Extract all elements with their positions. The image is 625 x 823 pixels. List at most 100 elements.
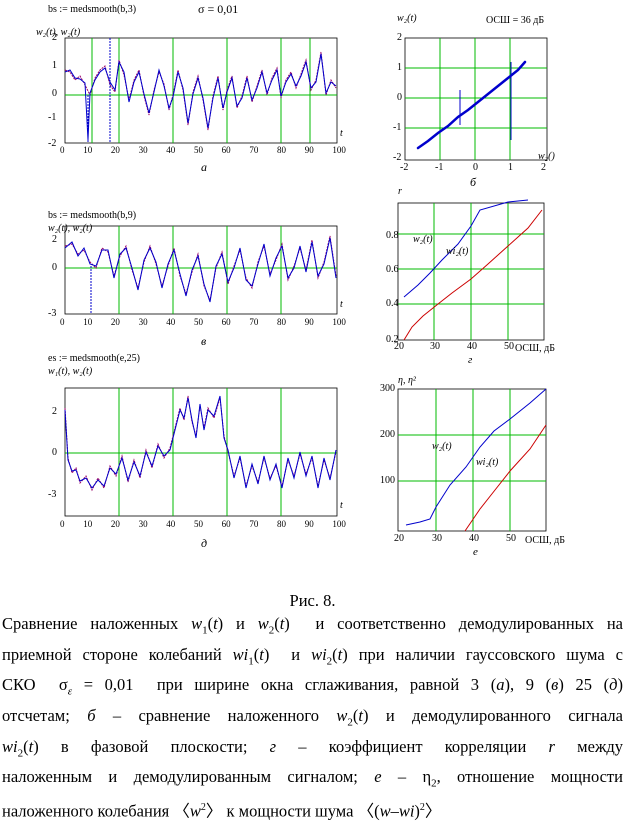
panel-e-ytick-2: -3 [48,489,57,500]
panel-e-xtick: 30 [138,519,148,529]
panel-a-xtick: 40 [166,145,176,155]
panel-f-line-blue [405,388,547,526]
panel-e-ytick-1: 0 [52,447,57,458]
panel-d-ytick-1: 0.8 [386,230,399,241]
panel-c-ytick-0: 2 [52,234,57,245]
panel-a-ytick-0: 2 [52,32,57,43]
panel-f-line-red [464,424,547,532]
panel-e-xtick: 90 [304,519,314,529]
panel-e-xlabel: t [340,500,343,511]
panel-b-snr: ОСШ = 36 дБ [486,15,545,26]
panel-a-xtick: 20 [110,145,120,155]
panel-c-xtick: 30 [138,317,148,327]
panel-e-formula: es := medsmooth(e,25) [48,353,141,364]
panel-f-xtick-2: 40 [469,533,479,544]
panel-a-frame [64,37,338,144]
panel-a-xtick: 60 [221,145,231,155]
panel-a-xlabel: t [340,128,343,139]
panel-d-plot [397,199,545,341]
panel-c-xtick: 50 [193,317,203,327]
panel-c-xtick: 60 [221,317,231,327]
panel-d-xlabel: ОСШ, дБ [515,343,555,354]
panel-a-ylabel: w₂(t), w₂(t) [36,27,81,38]
panel-b-ytick-4: -2 [393,152,402,163]
panel-a-plot [64,37,338,144]
panel-c-formula: bs := medsmooth(b,9) [48,210,137,221]
panel-a-series-1 [64,51,337,131]
caption-line-4: отсчетам; б – сравнение наложенного w2(t… [2,706,623,729]
panel-d-letter: г [468,354,473,366]
panel-a-letter: а [201,160,207,174]
panel-a-xtick: 100 [332,145,346,155]
panel-d-ylabel: r [398,186,402,197]
panel-c-letter: в [201,334,207,348]
panel-d-line-blue [403,199,529,298]
panel-c-ylabel: w₂(t), w₂(t) [48,223,93,234]
panel-b-xtick-2: 0 [473,162,478,173]
panel-c-series-2 [64,237,337,303]
panel-a-xtick: 0 [60,145,65,155]
panel-e-xtick: 10 [83,519,93,529]
panel-c-xtick: 40 [166,317,176,327]
panel-c-ytick-1: 0 [52,262,57,273]
panel-f-ytick-1: 200 [380,429,395,440]
panel-f: η, η² 300 200 100 20 30 40 50 ОСШ, дБ w₂… [370,375,590,558]
panel-a-ytick-2: 0 [52,88,57,99]
panel-b-letter: б [470,175,477,189]
panel-a-xticks: 0 10 20 30 40 50 60 70 80 90 100 [60,145,346,155]
panel-e-xticks: 0 10 20 30 40 50 60 70 80 90 100 [60,519,346,529]
figure-caption: Рис. 8. Сравнение наложенных w1(t) и w2(… [2,589,623,823]
panel-b-ytick-3: -1 [393,122,402,133]
panel-e-xtick: 100 [332,519,346,529]
panel-f-ylabel: η, η² [398,375,416,386]
panel-b-ytick-0: 2 [397,32,402,43]
caption-line-3: СКО σε = 0,01 при ширине окна сглаживани… [2,675,623,698]
panel-e-xtick: 70 [249,519,259,529]
panel-a-ytick-4: -2 [48,138,57,149]
caption-line-1: Сравнение наложенных w1(t) и w2(t) и соо… [2,614,623,637]
caption-line-6: наложенным и демодулированным сигналом; … [2,767,623,790]
panel-f-xtick-0: 20 [394,533,404,544]
panel-b-xtick-1: -1 [435,162,444,173]
panel-d: r 0.8 0.6 0.4 0.2 20 30 40 50 ОСШ, дБ w₂… [368,186,588,366]
panel-f-ytick-2: 100 [380,475,395,486]
panel-d-ytick-2: 0.6 [386,264,399,275]
panel-a-ytick-1: 1 [52,60,57,71]
panel-d-line-red [403,209,543,341]
panel-b-ylabel: w₂(t) [397,13,417,24]
panel-c-xtick: 10 [83,317,93,327]
panel-d-label-2: wi₂(t) [446,246,469,257]
panel-b-xlabel: w₂() [538,151,555,162]
panel-c-xtick: 100 [332,317,346,327]
panel-f-plot [397,388,547,532]
panel-b-ytick-2: 0 [397,92,402,103]
panel-c-xtick: 70 [249,317,259,327]
caption-line-5: wi2(t) в фазовой плоскости; г – коэффици… [2,736,623,759]
panel-d-label-1: w₂(t) [413,234,433,245]
panel-d-xtick-3: 50 [504,341,514,352]
panel-c-plot [64,225,338,315]
panel-e-plot [64,387,338,517]
panel-f-label-1: w₂(t) [432,441,452,452]
panel-d-xtick-2: 40 [467,341,477,352]
panel-e: es := medsmooth(e,25) w₁(t), w₂(t) 2 0 -… [30,348,350,550]
panel-e-series-2 [64,395,337,489]
panel-e-ytick-0: 2 [52,406,57,417]
panel-d-ytick-4: 0.2 [386,334,399,345]
panel-a-sigma: σ = 0,01 [198,2,239,16]
panel-a-xtick: 70 [249,145,259,155]
panel-f-xtick-1: 30 [432,533,442,544]
panel-c-ytick-2: -3 [48,308,57,319]
panel-e-ylabel: w₁(t), w₂(t) [48,366,93,377]
panel-e-xtick: 80 [277,519,286,529]
panel-d-xtick-1: 30 [430,341,440,352]
panel-b-series [416,60,527,150]
panel-a-xtick: 10 [83,145,93,155]
panel-b-ytick-1: 1 [397,62,402,73]
caption-line-7: наложенного колебания 〈w2〉 к мощности шу… [2,801,442,821]
panel-a-xtick: 50 [193,145,203,155]
panel-f-ytick-0: 300 [380,383,395,394]
panel-e-xtick: 20 [110,519,120,529]
panel-c-xtick: 20 [110,317,120,327]
panel-a-ytick-3: -1 [48,112,57,123]
